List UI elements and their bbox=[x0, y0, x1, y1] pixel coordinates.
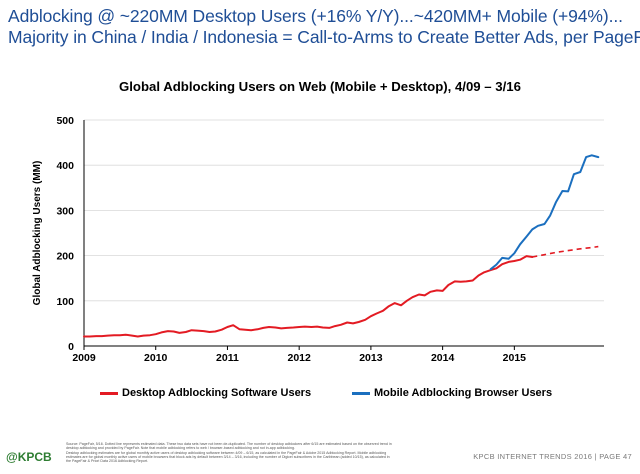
y-tick-label: 100 bbox=[56, 296, 74, 308]
x-tick-label: 2014 bbox=[431, 352, 455, 364]
footnote-line: Desktop adblocking estimates are for glo… bbox=[66, 450, 387, 455]
x-tick-label: 2015 bbox=[503, 352, 527, 364]
desktop-estimate-dashed-line bbox=[532, 245, 599, 258]
chart-title: Global Adblocking Users on Web (Mobile +… bbox=[119, 79, 521, 94]
source-footnote: Source: PageFair, 5/16. Dotted line repr… bbox=[66, 442, 476, 463]
legend-label-mobile: Mobile Adblocking Browser Users bbox=[374, 387, 553, 399]
y-axis-label: Global Adblocking Users (MM) bbox=[32, 161, 43, 306]
mobile-series-line bbox=[489, 154, 600, 271]
footnote-line: the PageFair & Priori Data 2016 Adblocki… bbox=[66, 459, 149, 464]
x-tick-label: 2009 bbox=[72, 352, 96, 364]
footer-page-info: KPCB INTERNET TRENDS 2016 | PAGE 47 bbox=[473, 452, 632, 461]
desktop-series-line bbox=[83, 255, 534, 338]
x-tick-label: 2010 bbox=[144, 352, 168, 364]
footnote-line: desktop adblocking and provided by PageF… bbox=[66, 446, 295, 451]
headline-line-1: Adblocking @ ~220MM Desktop Users (+16% … bbox=[8, 6, 623, 26]
x-tick-label: 2011 bbox=[216, 352, 239, 364]
y-tick-label: 300 bbox=[56, 205, 74, 217]
chart-legend: Desktop Adblocking Software Users Mobile… bbox=[0, 387, 640, 405]
legend-label-desktop: Desktop Adblocking Software Users bbox=[122, 387, 312, 399]
y-tick-label: 400 bbox=[56, 160, 74, 172]
footnote-line: estimates are for global monthly active … bbox=[66, 454, 390, 459]
legend-item-desktop: Desktop Adblocking Software Users bbox=[100, 387, 311, 399]
y-tick-label: 200 bbox=[56, 251, 74, 263]
legend-swatch-mobile bbox=[352, 391, 370, 395]
headline-line-2: Majority in China / India / Indonesia = … bbox=[8, 27, 640, 47]
x-tick-label: 2013 bbox=[359, 352, 383, 364]
kpcb-logo: @KPCB bbox=[6, 450, 52, 464]
legend-item-mobile: Mobile Adblocking Browser Users bbox=[352, 387, 552, 399]
footnote-line: Source: PageFair, 5/16. Dotted line repr… bbox=[66, 442, 392, 446]
y-tick-label: 500 bbox=[56, 115, 74, 127]
headline: Adblocking @ ~220MM Desktop Users (+16% … bbox=[8, 6, 640, 48]
x-tick-label: 2012 bbox=[287, 352, 311, 364]
legend-swatch-desktop bbox=[100, 391, 118, 395]
y-tick-label: 0 bbox=[68, 341, 74, 353]
